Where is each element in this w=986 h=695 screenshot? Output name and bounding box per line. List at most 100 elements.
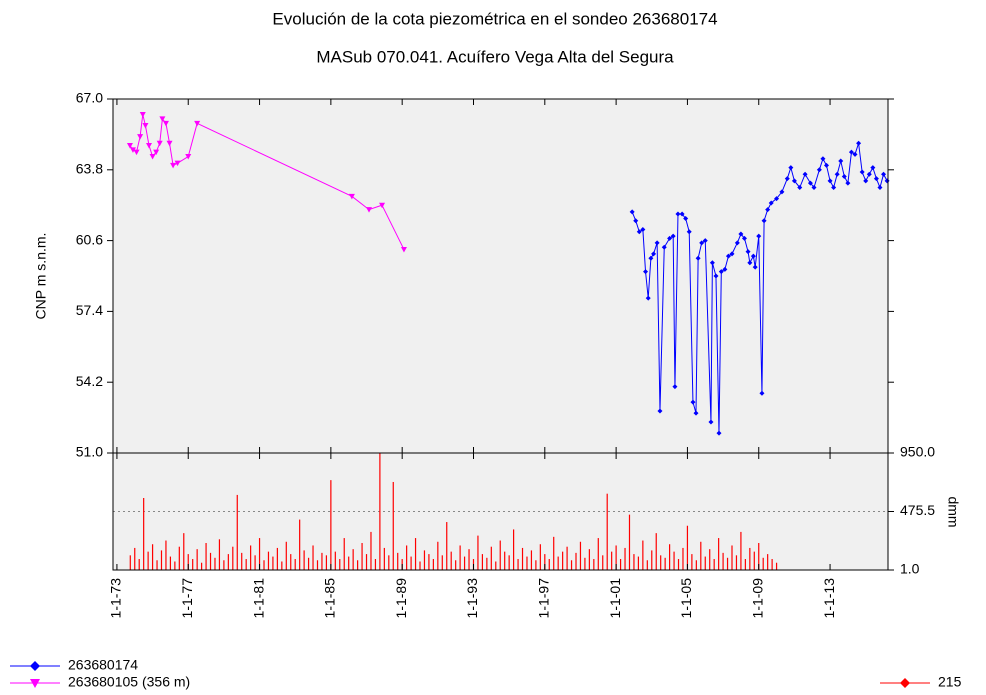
bar bbox=[294, 559, 296, 570]
bar bbox=[530, 550, 533, 570]
bar bbox=[700, 541, 702, 570]
bar bbox=[339, 559, 341, 570]
bar bbox=[241, 552, 243, 570]
point bbox=[761, 218, 767, 224]
point bbox=[750, 253, 756, 259]
bar bbox=[753, 551, 755, 570]
point bbox=[708, 419, 714, 425]
bar bbox=[383, 547, 385, 570]
bar bbox=[357, 560, 359, 570]
y-tick-label: 60.6 bbox=[76, 231, 103, 247]
point bbox=[841, 173, 847, 179]
bar bbox=[321, 552, 323, 570]
point bbox=[848, 149, 854, 155]
bar bbox=[619, 559, 622, 570]
point bbox=[756, 233, 762, 239]
plot-border bbox=[112, 452, 889, 571]
point bbox=[166, 140, 173, 147]
bar bbox=[744, 559, 746, 570]
bar bbox=[192, 559, 194, 570]
bar bbox=[628, 514, 631, 570]
point bbox=[185, 154, 192, 160]
bar bbox=[330, 480, 332, 570]
y-axis-label: dmm bbox=[945, 496, 961, 527]
point bbox=[811, 185, 817, 190]
point bbox=[718, 269, 724, 275]
x-tick-label: 1-1-09 bbox=[749, 578, 765, 619]
point bbox=[816, 167, 822, 173]
bar bbox=[767, 554, 769, 570]
point bbox=[797, 185, 803, 190]
point bbox=[852, 151, 858, 157]
point bbox=[170, 162, 177, 169]
x-tick-label: 1-1-05 bbox=[678, 578, 694, 619]
bar bbox=[316, 560, 319, 570]
bar bbox=[731, 545, 733, 570]
bar bbox=[664, 557, 666, 570]
bar bbox=[218, 539, 221, 570]
bar bbox=[432, 559, 434, 570]
point bbox=[400, 246, 407, 253]
bar bbox=[232, 546, 234, 570]
point bbox=[725, 253, 731, 259]
bar bbox=[749, 547, 751, 570]
bar bbox=[325, 555, 328, 570]
point bbox=[747, 260, 753, 266]
bar bbox=[704, 556, 706, 570]
point bbox=[379, 202, 386, 209]
point bbox=[866, 171, 872, 177]
bar bbox=[147, 551, 149, 570]
bar bbox=[490, 546, 492, 570]
bar bbox=[267, 551, 270, 570]
x-tick-label: 1-1-93 bbox=[464, 578, 480, 619]
bar bbox=[423, 550, 426, 570]
bar bbox=[437, 541, 439, 570]
x-tick-label: 1-1-77 bbox=[179, 578, 195, 619]
y-tick-label: 51.0 bbox=[76, 444, 103, 460]
point bbox=[831, 185, 837, 190]
bar bbox=[481, 554, 484, 570]
bar bbox=[709, 549, 711, 570]
point bbox=[640, 227, 646, 233]
bar bbox=[579, 541, 582, 570]
legend-marker bbox=[900, 678, 910, 688]
bar bbox=[463, 556, 466, 570]
bar bbox=[553, 536, 555, 570]
bar bbox=[566, 546, 568, 570]
bar bbox=[637, 556, 640, 570]
bar bbox=[160, 550, 163, 570]
y-tick-label: 54.2 bbox=[76, 373, 103, 389]
bar bbox=[169, 556, 172, 570]
point bbox=[791, 178, 797, 184]
bar bbox=[397, 552, 399, 570]
y-axis-label: CNP m s.n.m. bbox=[33, 233, 49, 320]
bar bbox=[178, 546, 180, 570]
bar bbox=[254, 555, 256, 570]
bar bbox=[660, 555, 662, 570]
bar bbox=[615, 545, 617, 570]
bar bbox=[281, 561, 283, 570]
bar bbox=[272, 556, 274, 570]
bar bbox=[334, 551, 336, 570]
point bbox=[741, 235, 747, 241]
bar bbox=[450, 551, 452, 570]
bar bbox=[468, 549, 470, 570]
point bbox=[873, 176, 879, 182]
point bbox=[690, 399, 696, 405]
bar bbox=[361, 543, 363, 570]
bar bbox=[602, 555, 604, 570]
bar bbox=[406, 545, 408, 570]
point bbox=[834, 171, 840, 177]
bar bbox=[539, 544, 541, 570]
bar bbox=[138, 559, 140, 570]
bar bbox=[584, 557, 586, 570]
point bbox=[133, 149, 140, 156]
bar bbox=[303, 550, 305, 570]
bar bbox=[513, 529, 515, 570]
bar bbox=[410, 556, 412, 570]
x-tick-label: 1-1-97 bbox=[536, 578, 552, 619]
bar bbox=[209, 552, 212, 570]
point bbox=[729, 251, 735, 257]
bar bbox=[129, 555, 131, 570]
bar bbox=[677, 559, 680, 570]
